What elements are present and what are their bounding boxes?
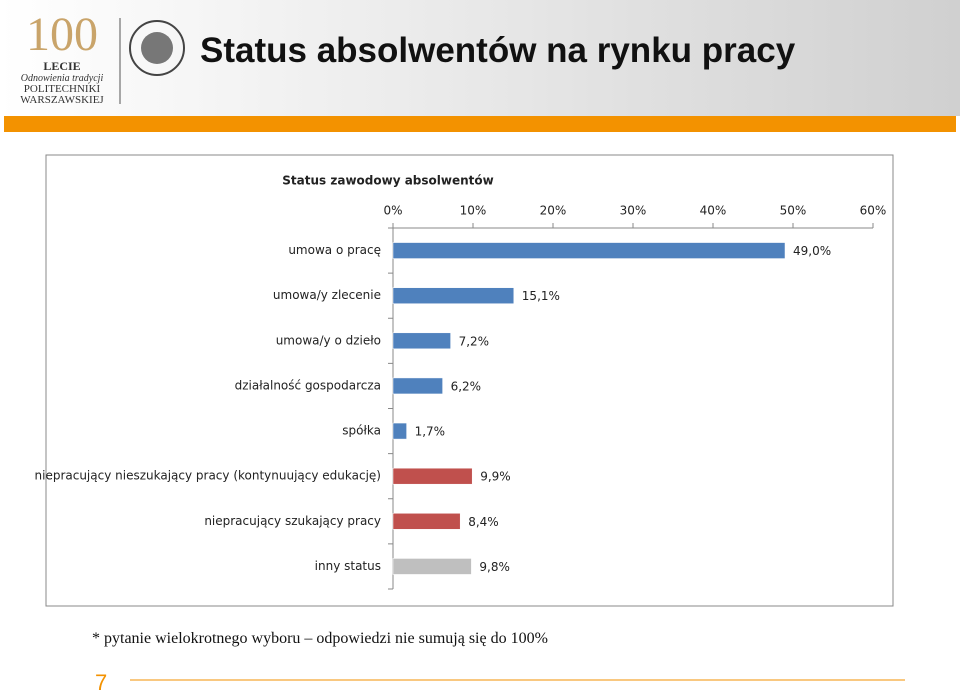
emblem [141, 32, 173, 64]
page-number: 7 [95, 670, 107, 691]
logo-text: LECIE [43, 59, 80, 73]
y-tick-label: działalność gospodarcza [235, 378, 381, 392]
x-tick-label: 50% [780, 204, 807, 218]
y-tick-label: niepracujący szukający pracy [204, 514, 381, 528]
logo-text: Odnowienia tradycji [21, 73, 104, 84]
logo-text: POLITECHNIKI [24, 83, 101, 95]
slide-title: Status absolwentów na rynku pracy [200, 31, 796, 70]
bar [392, 377, 443, 395]
emblem [129, 20, 185, 76]
logo-number: 100 [26, 8, 98, 61]
value-label: 8,4% [468, 515, 499, 529]
bar [392, 513, 461, 530]
footnote: * pytanie wielokrotnego wyboru – odpowie… [92, 630, 548, 647]
value-label: 9,8% [479, 560, 510, 574]
y-tick-label: umowa o pracę [288, 243, 381, 257]
bar [392, 467, 473, 485]
y-tick-label: umowa/y zlecenie [273, 288, 381, 302]
bar [392, 558, 472, 575]
header-band [4, 116, 956, 132]
x-tick-label: 20% [540, 204, 567, 218]
y-tick-label: niepracujący nieszukający pracy (kontynu… [35, 469, 382, 483]
value-label: 6,2% [451, 379, 482, 393]
x-tick-label: 30% [620, 204, 647, 218]
value-label: 7,2% [459, 334, 490, 348]
chart-title: Status zawodowy absolwentów [282, 174, 493, 188]
plot: 0% 10% 20% 30% 40% 50% 60% umowa o pracę 49,0% um… [35, 204, 887, 590]
value-label: 9,9% [480, 470, 511, 484]
y-tick-label: umowa/y o dzieło [276, 333, 381, 347]
chart-frame [45, 154, 894, 607]
y-tick-label: inny status [315, 559, 381, 573]
y-tick-label: spółka [342, 424, 381, 438]
value-label: 1,7% [415, 425, 446, 439]
bar [392, 287, 515, 304]
x-tick-label: 40% [700, 204, 727, 218]
value-label: 15,1% [522, 289, 560, 303]
bar [392, 242, 786, 259]
x-tick-label: 60% [860, 204, 887, 218]
value-label: 49,0% [793, 244, 831, 258]
bar [392, 422, 407, 440]
x-tick-label: 10% [460, 204, 487, 218]
logo-text: WARSZAWSKIEJ [20, 94, 104, 106]
bar [392, 332, 451, 350]
x-tick-label: 0% [383, 204, 402, 218]
